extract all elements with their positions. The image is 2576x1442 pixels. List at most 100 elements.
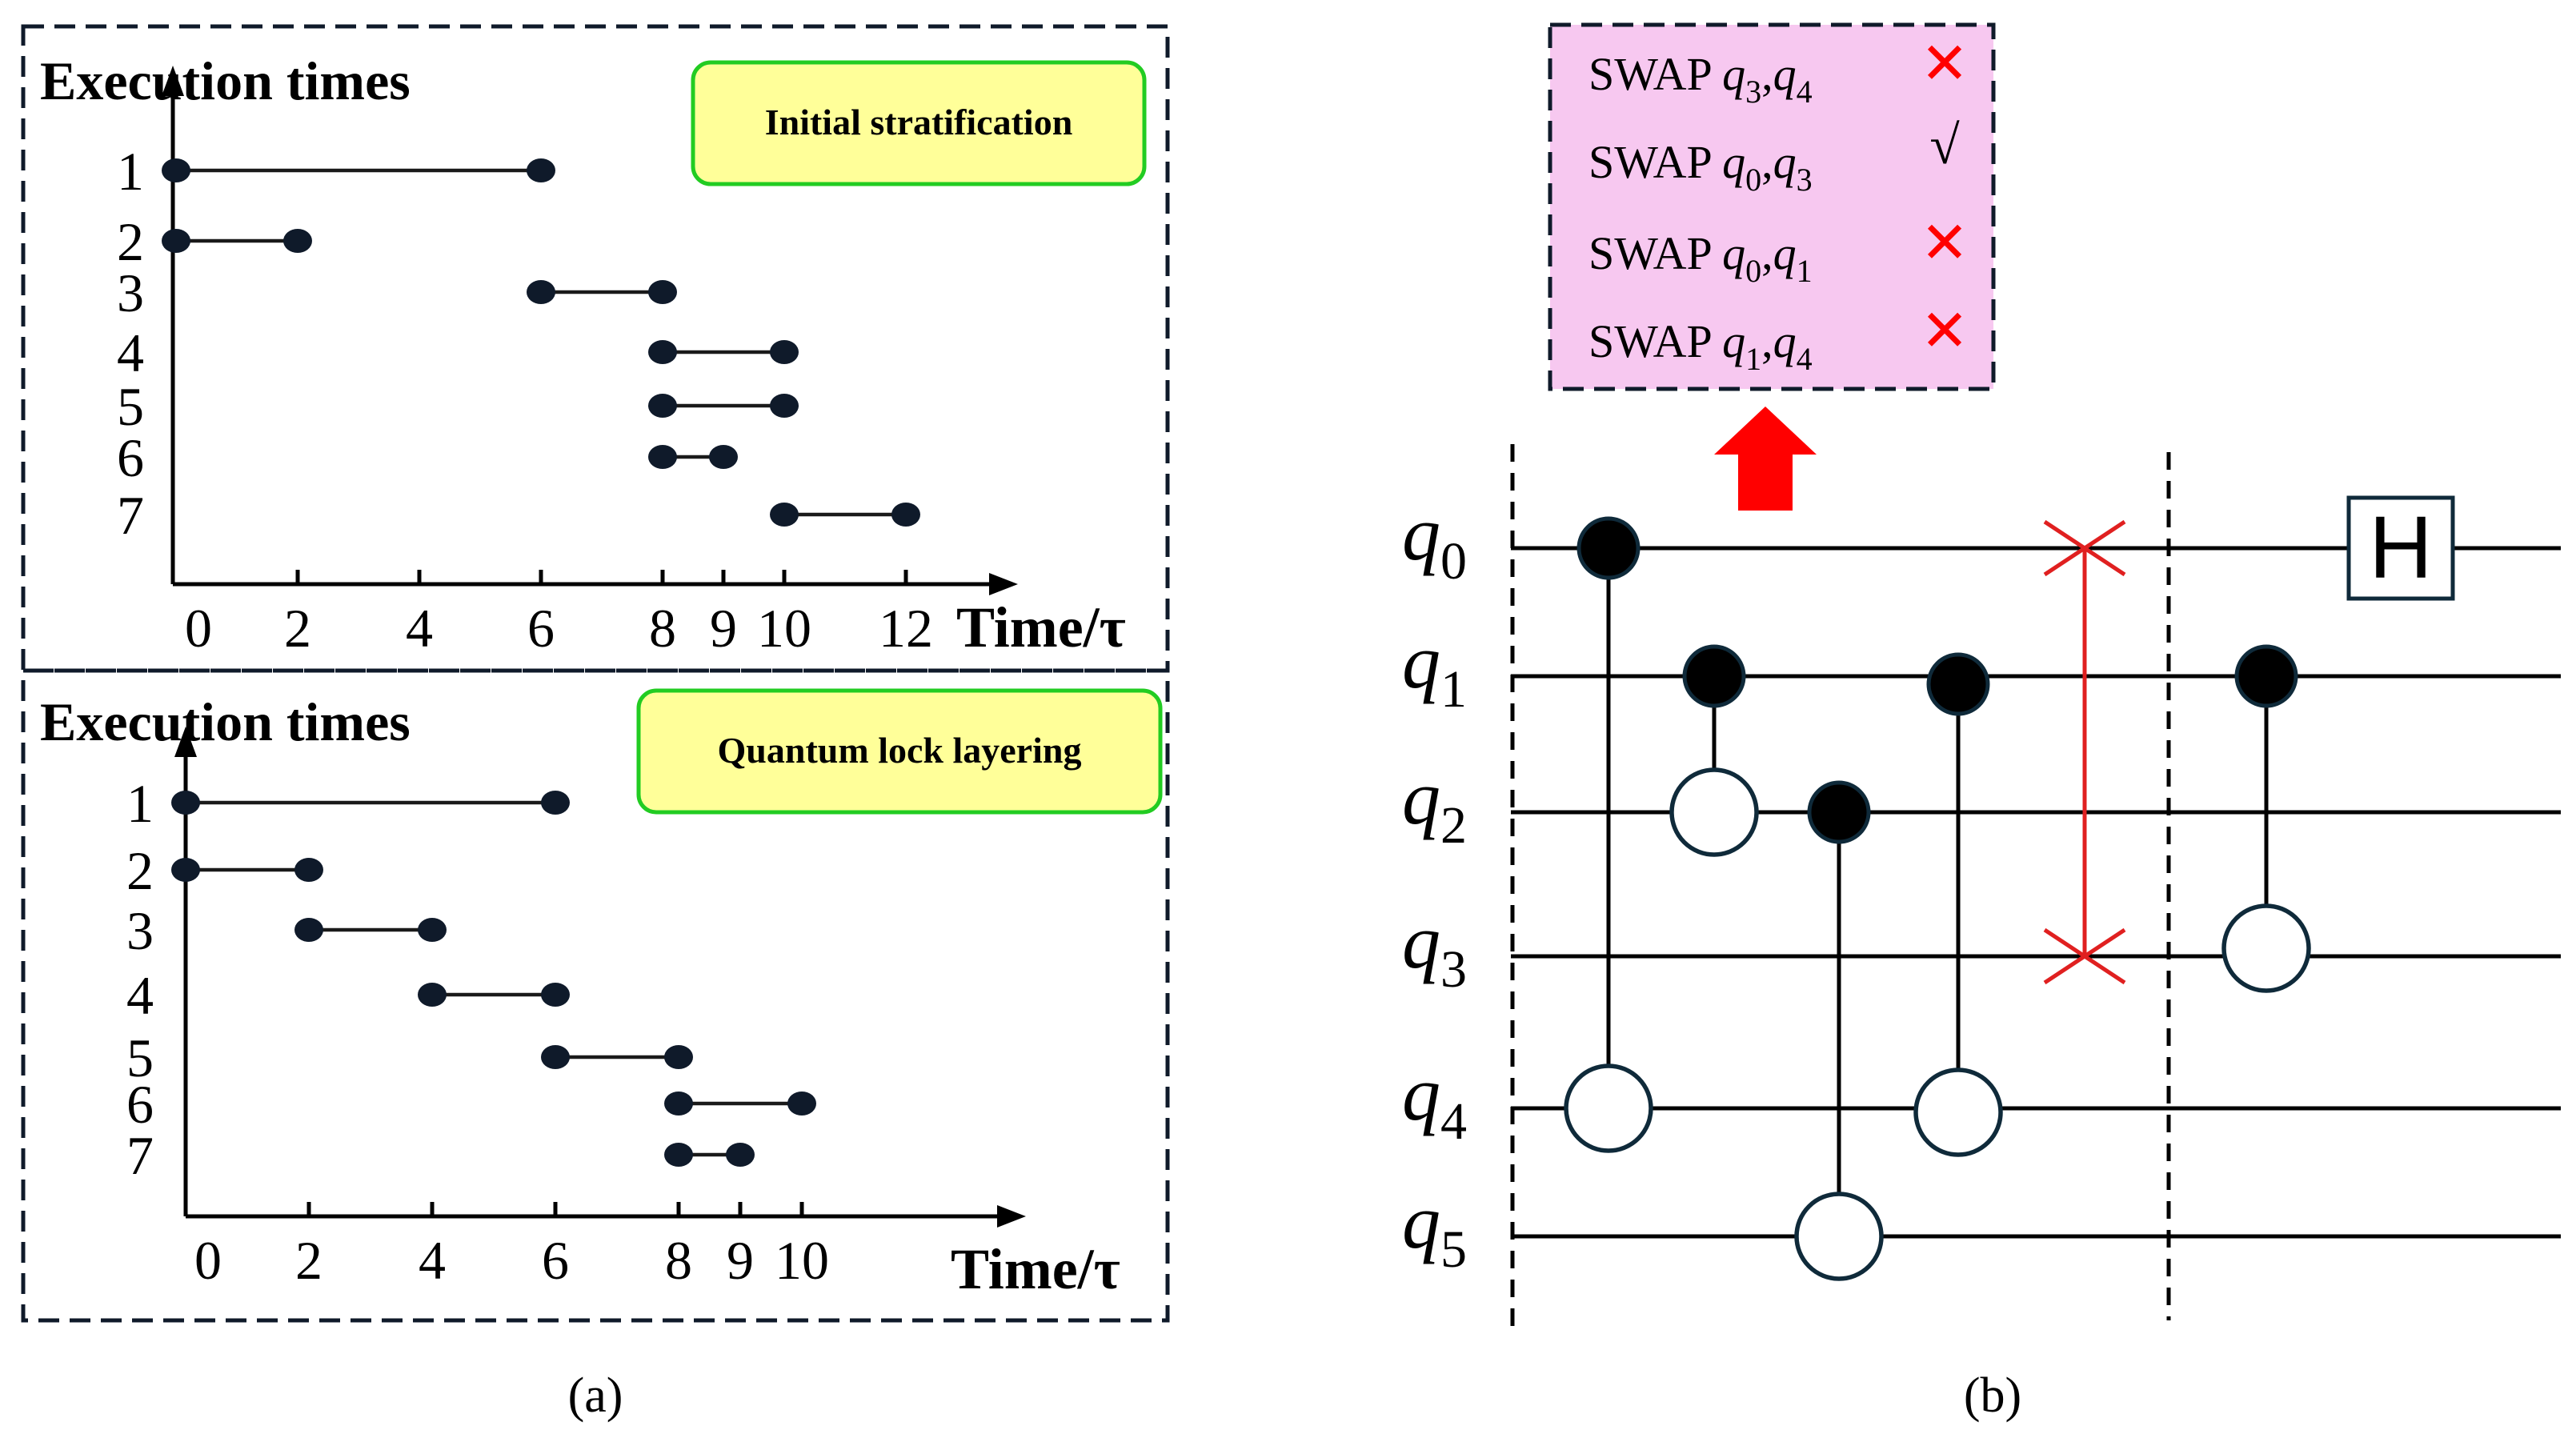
check-icon: √ bbox=[1929, 114, 1960, 175]
panel-a-caption: (a) bbox=[568, 1368, 623, 1423]
target-circle bbox=[1564, 1063, 1653, 1153]
x-tick-label: 9 bbox=[727, 1230, 754, 1291]
qubit-label-4: q4 bbox=[1402, 1051, 1467, 1151]
control-dot bbox=[1576, 516, 1641, 580]
row-label: 7 bbox=[126, 1125, 154, 1186]
interval-end-dot bbox=[787, 1092, 816, 1116]
interval-end-dot bbox=[283, 229, 312, 253]
swap-candidate-label: SWAP q1,q4 bbox=[1588, 315, 1813, 377]
control-dot bbox=[2234, 644, 2298, 708]
swap-candidates-box bbox=[1548, 22, 1996, 391]
gate-h-q0: H bbox=[2346, 495, 2455, 601]
top-xlabel: Time/τ bbox=[956, 595, 1126, 659]
interval-row-6 bbox=[664, 1092, 816, 1116]
bottom-badge-box bbox=[636, 688, 1163, 815]
interval-end-dot bbox=[891, 503, 920, 527]
bottom-chart: Execution times Quantum lock layering Ti… bbox=[40, 688, 1163, 1301]
gate-cx-q0-q4 bbox=[1564, 516, 1653, 1153]
bottom-ylabel: Execution times bbox=[40, 691, 411, 752]
row-label: 5 bbox=[117, 376, 144, 437]
top-intervals bbox=[162, 158, 920, 527]
top-ylabel: Execution times bbox=[40, 50, 411, 111]
up-arrow-icon bbox=[1714, 407, 1817, 511]
gate-cx-q1-q4 bbox=[1913, 652, 2003, 1157]
row-label: 2 bbox=[126, 840, 154, 901]
control-dot bbox=[1807, 780, 1871, 844]
swap-cross-bottom-b bbox=[2043, 927, 2126, 985]
control-dot bbox=[1682, 644, 1746, 708]
row-label: 5 bbox=[126, 1027, 154, 1088]
target-circle bbox=[1913, 1067, 2003, 1157]
interval-end-dot bbox=[709, 445, 738, 469]
row-label: 1 bbox=[117, 141, 144, 202]
row-label: 2 bbox=[117, 211, 144, 272]
control-dot bbox=[1926, 652, 1990, 716]
interval-end-dot bbox=[726, 1143, 755, 1167]
gate-cx-q2-q5 bbox=[1794, 780, 1884, 1281]
interval-end-dot bbox=[648, 280, 677, 304]
interval-start-dot bbox=[171, 791, 200, 815]
swap-candidate-label: SWAP q0,q3 bbox=[1588, 136, 1813, 198]
top-x-ticks: 0 2 4 6 8 9 10 12 bbox=[185, 570, 933, 659]
row-label: 4 bbox=[126, 965, 154, 1026]
x-tick-label: 10 bbox=[757, 598, 811, 659]
interval-row-3 bbox=[294, 918, 447, 942]
bottom-x-arrowhead bbox=[997, 1205, 1026, 1228]
row-label: 7 bbox=[117, 485, 144, 546]
row-label: 1 bbox=[126, 773, 154, 834]
top-x-arrowhead bbox=[989, 573, 1018, 595]
top-y-arrowhead bbox=[162, 66, 184, 96]
x-tick-label: 8 bbox=[649, 598, 676, 659]
interval-end-dot bbox=[527, 158, 555, 182]
row-label: 3 bbox=[126, 900, 154, 961]
interval-start-dot bbox=[527, 280, 555, 304]
swap-candidate-label: SWAP q3,q4 bbox=[1588, 48, 1813, 110]
panel-b-caption: (b) bbox=[1964, 1368, 2021, 1423]
panel-b: SWAP q3,q4 ✕SWAP q0,q3√SWAP q0,q1 ✕SWAP q1… bbox=[1402, 22, 2561, 1423]
swap-candidate-1: SWAP q0,q3 √ bbox=[1588, 114, 1960, 198]
target-circle bbox=[2221, 903, 2311, 993]
panel-a-bottom-frame bbox=[21, 668, 1170, 1323]
interval-row-5 bbox=[541, 1045, 693, 1069]
interval-start-dot bbox=[648, 445, 677, 469]
interval-start-dot bbox=[294, 918, 323, 942]
x-tick-label: 10 bbox=[775, 1230, 829, 1291]
interval-start-dot bbox=[648, 394, 677, 418]
row-label: 6 bbox=[126, 1074, 154, 1135]
x-tick-label: 9 bbox=[710, 598, 737, 659]
qubit-wires bbox=[1511, 546, 2561, 1239]
interval-end-dot bbox=[770, 394, 799, 418]
qubit-label-5: q5 bbox=[1402, 1179, 1467, 1279]
interval-end-dot bbox=[294, 858, 323, 882]
cross-icon: ✕ bbox=[1921, 211, 1969, 275]
row-label: 4 bbox=[117, 322, 144, 383]
swap-candidate-2: SWAP q0,q1 ✕ bbox=[1588, 211, 1969, 289]
swap-candidate-3: SWAP q1,q4 ✕ bbox=[1588, 299, 1969, 377]
interval-row-1 bbox=[162, 158, 555, 182]
interval-row-2 bbox=[171, 858, 323, 882]
x-tick-label: 4 bbox=[406, 598, 433, 659]
x-tick-label: 6 bbox=[527, 598, 555, 659]
swap-candidate-0: SWAP q3,q4 ✕ bbox=[1588, 32, 1969, 110]
interval-row-1 bbox=[171, 791, 570, 815]
panel-a: Execution times Initial stratification T… bbox=[21, 24, 1170, 1423]
interval-start-dot bbox=[162, 229, 190, 253]
interval-end-dot bbox=[541, 983, 570, 1007]
x-tick-label: 0 bbox=[194, 1230, 222, 1291]
interval-row-4 bbox=[418, 983, 570, 1007]
x-tick-label: 12 bbox=[879, 598, 933, 659]
interval-row-3 bbox=[527, 280, 677, 304]
row-label: 6 bbox=[117, 427, 144, 488]
interval-end-dot bbox=[418, 918, 447, 942]
interval-start-dot bbox=[664, 1092, 693, 1116]
target-circle bbox=[1794, 1192, 1884, 1281]
x-tick-label: 0 bbox=[185, 598, 212, 659]
interval-start-dot bbox=[648, 340, 677, 364]
interval-start-dot bbox=[171, 858, 200, 882]
x-tick-label: 8 bbox=[665, 1230, 692, 1291]
swap-gate-q0-q3 bbox=[2043, 519, 2126, 985]
x-tick-label: 6 bbox=[542, 1230, 569, 1291]
